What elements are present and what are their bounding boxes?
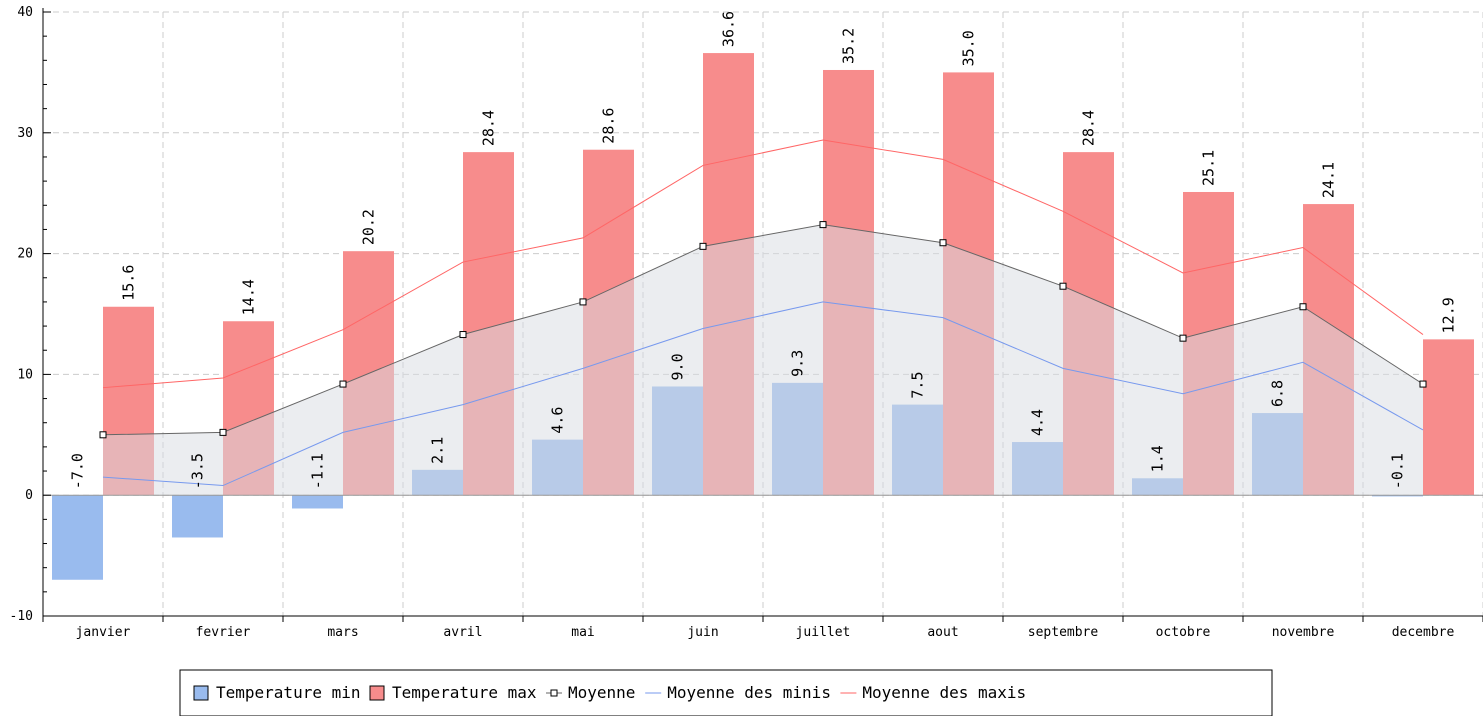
data-label-max: 28.6 [600,108,618,144]
bar-temperature-min [172,495,223,538]
legend-label: Temperature min [216,683,361,702]
axis-layer: -10 0 10 20 30 40 janvier fevrier mars avril mai ju… [10,5,1483,640]
data-label-max: 12.9 [1440,297,1458,333]
data-label-max: 24.1 [1320,162,1338,198]
data-label-min: 9.3 [789,350,807,377]
data-label-min: 4.6 [549,407,567,434]
y-tick-label: 20 [17,247,33,262]
category-label: juin [687,625,718,640]
data-label-max: 36.6 [720,11,738,47]
category-label: novembre [1272,625,1335,640]
y-tick-label: 10 [17,367,33,382]
line-moyenne-des-minis [102,301,1424,487]
data-label-min: 9.0 [669,353,687,380]
line-moyenne-des-maxis [102,139,1424,389]
category-label: avril [443,625,482,640]
data-label-min: 1.4 [1149,445,1167,472]
data-label-max: 28.4 [480,110,498,146]
marker-moyenne [459,331,467,339]
marker-moyenne [699,242,707,250]
y-tick-label: 40 [17,5,33,20]
y-tick-label: 30 [17,126,33,141]
category-label: aout [927,625,958,640]
data-label-max: 20.2 [360,209,378,245]
line-moyenne [102,224,1424,436]
legend-swatch [193,685,209,701]
marker-moyenne [1419,380,1427,388]
category-label: decembre [1392,625,1455,640]
data-label-max: 35.2 [840,28,858,64]
marker-moyenne [339,380,347,388]
marker-moyenne [819,221,827,229]
data-label-max: 35.0 [960,30,978,66]
marker-moyenne [219,428,227,436]
label-layer: -7.0 15.6 -3.5 14.4 -1.1 20.2 2.1 28.4 4.6 28.6 9.… [69,11,1458,489]
area-layer [103,224,1423,496]
marker-moyenne [1179,334,1187,342]
data-label-min: -0.1 [1389,453,1407,489]
line-layer [99,139,1427,487]
category-label: fevrier [196,625,251,640]
bar-temperature-max [1423,339,1474,496]
data-label-min: -3.5 [189,453,207,489]
bar-temperature-min [292,495,343,509]
category-label: janvier [76,625,131,640]
category-label: octobre [1156,625,1211,640]
legend: Temperature min Temperature max Moyenne Moy… [179,669,1273,716]
y-tick-label: 0 [25,488,33,503]
data-label-min: 2.1 [429,437,447,464]
legend-box [179,669,1273,716]
category-label: juillet [796,625,851,640]
area-moyenne [103,224,1423,496]
bar-temperature-min [1372,495,1423,497]
data-label-min: 6.8 [1269,380,1287,407]
bar-temperature-min [52,495,103,580]
marker-moyenne [579,298,587,306]
data-label-max: 15.6 [120,265,138,301]
data-label-max: 28.4 [1080,110,1098,146]
data-label-min: -7.0 [69,453,87,489]
legend-marker [550,689,558,697]
marker-moyenne [939,239,947,247]
y-tick-label: -10 [10,609,33,624]
legend-swatch [369,685,385,701]
legend-label: Moyenne des maxis [862,683,1026,702]
data-label-max: 14.4 [240,279,258,315]
category-label: septembre [1028,625,1099,640]
legend-label: Temperature max [392,683,537,702]
category-label: mars [327,625,358,640]
data-label-min: 4.4 [1029,409,1047,436]
legend-label: Moyenne des minis [667,683,831,702]
data-label-min: 7.5 [909,372,927,399]
marker-moyenne [1299,303,1307,311]
marker-moyenne [1059,282,1067,290]
marker-moyenne [99,431,107,439]
legend-label: Moyenne [568,683,635,702]
data-label-min: -1.1 [309,453,327,489]
category-label: mai [571,625,594,640]
data-label-max: 25.1 [1200,150,1218,186]
